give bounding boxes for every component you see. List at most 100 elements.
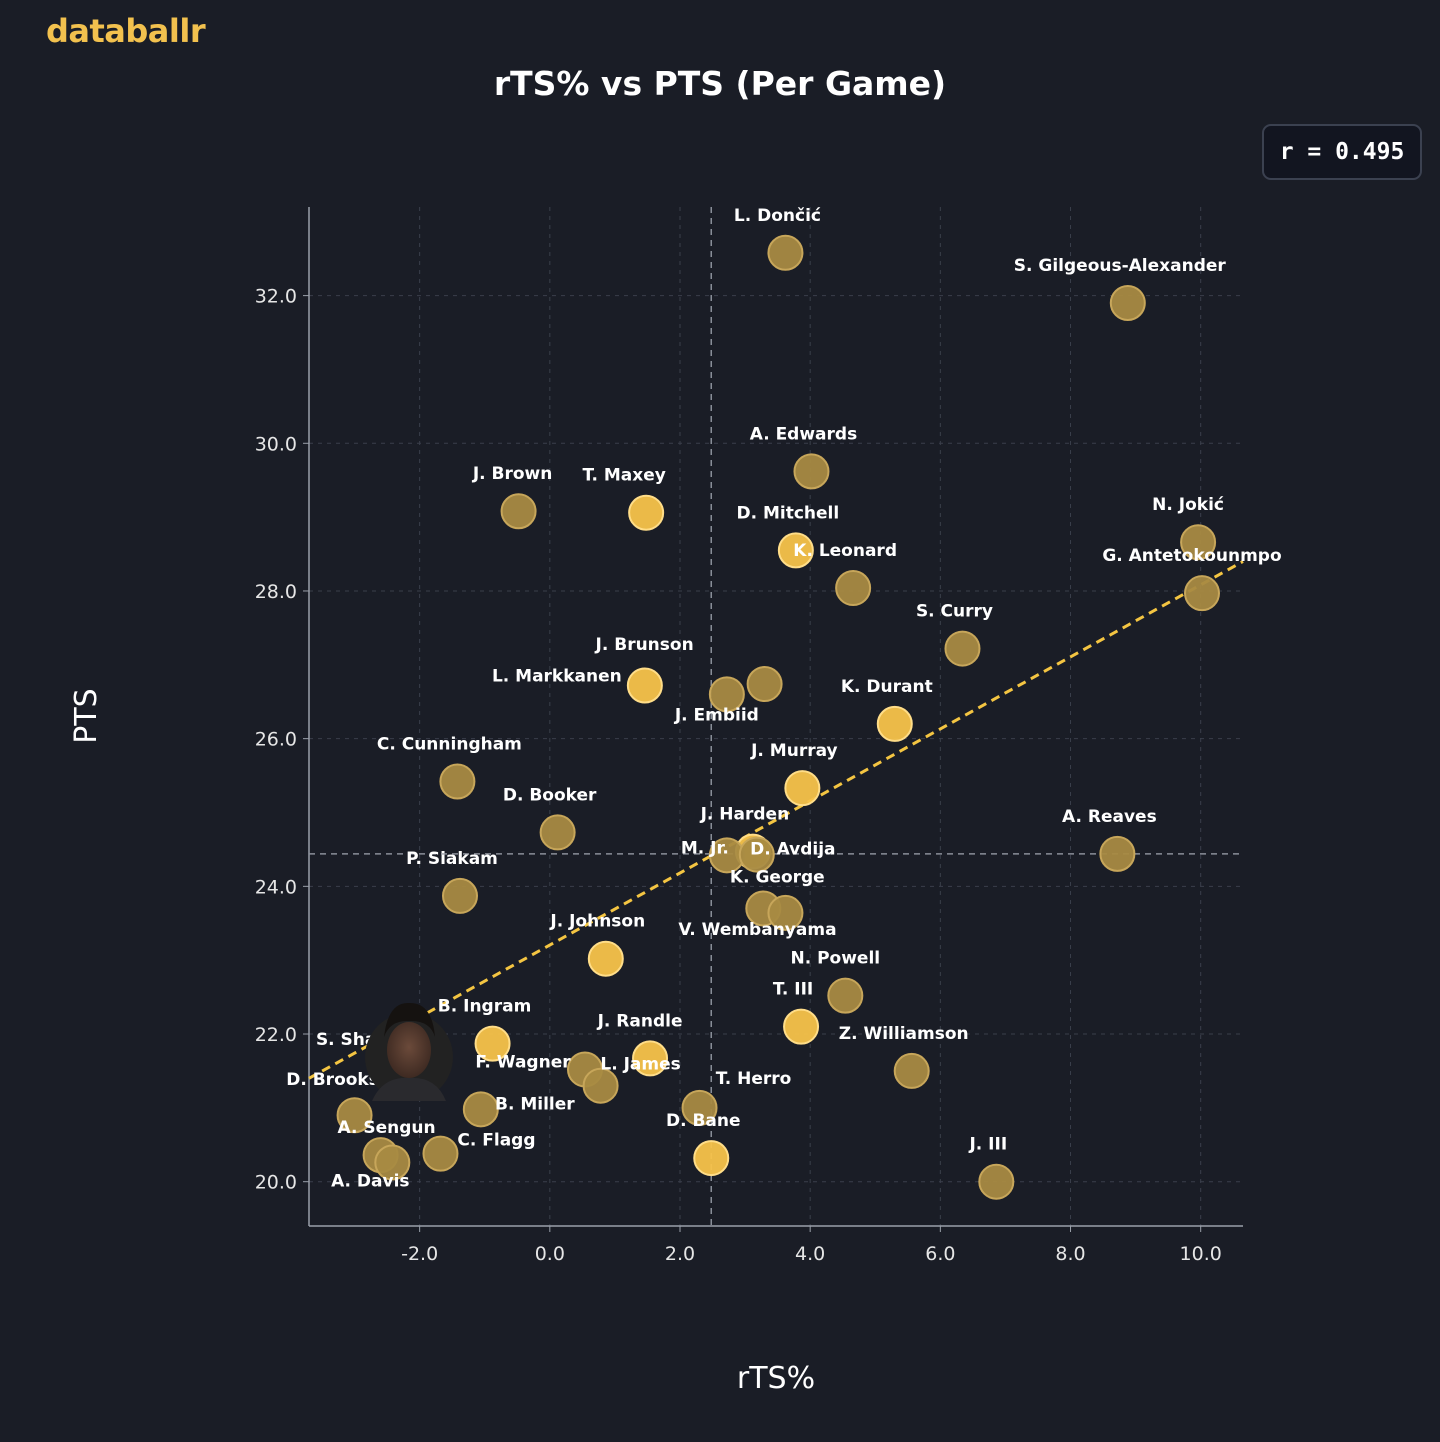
- scatter-point: [944, 630, 981, 667]
- trendline: [308, 560, 1244, 1080]
- x-tick-label: 10.0: [1180, 1243, 1222, 1265]
- point-label: C. Flagg: [457, 1131, 535, 1151]
- point-label: D. Avdija: [750, 840, 835, 860]
- y-tick-label: 28.0: [255, 581, 297, 603]
- point-label: J. Harden: [700, 805, 790, 825]
- scatter-point: [422, 1135, 459, 1172]
- player-avatar: [365, 1002, 453, 1101]
- y-tick-label: 24.0: [255, 876, 297, 898]
- point-label: B. Ingram: [438, 997, 532, 1017]
- scatter-point: [474, 1025, 511, 1062]
- point-label: N. Powell: [790, 949, 880, 969]
- point-label: J. Embiid: [674, 705, 759, 725]
- x-tick-label: 0.0: [535, 1243, 565, 1265]
- point-label: N. Jokić: [1152, 495, 1224, 515]
- point-label: T. III: [773, 980, 813, 1000]
- scatter-point: [783, 1008, 820, 1045]
- scatter-point: [539, 814, 576, 851]
- point-label: S. Curry: [916, 602, 993, 622]
- point-label: D. Booker: [503, 785, 597, 805]
- scatter-point: [626, 667, 663, 704]
- trendline-layer: [308, 560, 1244, 1080]
- scatter-point: [767, 894, 804, 931]
- databallr-logo: databallr: [46, 12, 206, 50]
- x-axis-label: rTS%: [737, 1361, 815, 1396]
- scatter-point: [827, 977, 864, 1014]
- point-label: K. Leonard: [793, 541, 897, 561]
- scatter-point: [582, 1067, 619, 1104]
- scatter-point: [777, 532, 814, 569]
- point-label: A. Davis: [331, 1171, 409, 1191]
- scatter-point: [336, 1097, 373, 1134]
- scatter-point: [442, 877, 479, 914]
- point-label: A. Edwards: [750, 424, 857, 444]
- point-label: L. James: [600, 1055, 680, 1075]
- point-label: D. Mitchell: [736, 503, 839, 523]
- point-label: Z. Williamson: [839, 1024, 969, 1044]
- scatter-point: [784, 770, 821, 807]
- scatter-point: [835, 570, 872, 607]
- scatter-point: [1109, 284, 1146, 321]
- data-points: [336, 234, 1220, 1200]
- point-label: C. Cunningham: [377, 734, 522, 754]
- point-labels: L. Dončić S. Gilgeous-Alexander A. Edwards…: [286, 206, 1281, 1192]
- point-label: J. Brown: [472, 464, 553, 484]
- point-label: B. Miller: [495, 1094, 575, 1114]
- scatter-point: [876, 705, 913, 742]
- y-tick-label: 22.0: [255, 1024, 297, 1046]
- chart-title: rTS% vs PTS (Per Game): [493, 64, 947, 103]
- scatter-point: [1183, 575, 1220, 612]
- scatter-point: [587, 940, 624, 977]
- point-label: J. Murray: [750, 741, 838, 761]
- x-tick-label: 2.0: [665, 1243, 695, 1265]
- point-label: L. Markkanen: [492, 666, 622, 686]
- scatter-point: [462, 1091, 499, 1128]
- scatter-point: [374, 1144, 411, 1181]
- scatter-point: [793, 453, 830, 490]
- point-label: J. Johnson: [549, 912, 645, 932]
- point-label: V. Wembanyama: [678, 920, 836, 940]
- point-label: T. Maxey: [582, 466, 665, 486]
- scatter-point: [681, 1089, 718, 1126]
- scatter-point: [708, 676, 745, 713]
- x-tick-label: -2.0: [401, 1243, 438, 1265]
- scatter-point: [693, 1140, 730, 1177]
- point-label: L. Dončić: [734, 206, 821, 226]
- scatter-point: [632, 1040, 669, 1077]
- reference-lines: [309, 207, 1243, 1226]
- x-tick-label: 8.0: [1055, 1243, 1085, 1265]
- scatter-point: [893, 1052, 930, 1089]
- point-label: J. Randle: [597, 1011, 683, 1031]
- scatter-point: [1180, 524, 1217, 561]
- point-label: P. Siakam: [406, 849, 498, 869]
- point-label: A. Reaves: [1062, 807, 1157, 827]
- x-tick-label: 4.0: [795, 1243, 825, 1265]
- point-label: J. III: [968, 1135, 1007, 1155]
- correlation-badge: r = 0.495: [1262, 124, 1422, 180]
- point-label: F. Wagner: [475, 1052, 571, 1072]
- y-tick-label: 32.0: [255, 286, 297, 308]
- point-label: G. Antetokounmpo: [1102, 546, 1281, 566]
- point-label: J. Brunson: [595, 635, 694, 655]
- point-label: D. Brooks: [286, 1070, 379, 1090]
- point-label: A. Sengun: [338, 1118, 436, 1138]
- point-label: T. Herro: [716, 1069, 792, 1089]
- y-tick-label: 20.0: [255, 1172, 297, 1194]
- point-label: M. Jr.: [681, 838, 729, 858]
- scatter-point: [439, 763, 476, 800]
- x-tick-label: 6.0: [925, 1243, 955, 1265]
- scatter-point: [738, 836, 775, 873]
- y-tick-label: 30.0: [255, 433, 297, 455]
- axes: -2.0 0.0 2.0 4.0 6.0 8.0 10.0 20.0 22.0 24.0 26.0 2…: [255, 207, 1243, 1265]
- scatter-point: [628, 494, 665, 531]
- y-tick-label: 26.0: [255, 729, 297, 751]
- scatter-point: [746, 666, 783, 703]
- scatter-point: [500, 493, 537, 530]
- point-label: K. Durant: [841, 677, 933, 697]
- scatter-point: [978, 1163, 1015, 1200]
- point-label: D. Bane: [666, 1111, 741, 1131]
- scatter-point: [1099, 835, 1136, 872]
- point-label: K. George: [730, 867, 825, 887]
- scatter-point: [767, 234, 804, 271]
